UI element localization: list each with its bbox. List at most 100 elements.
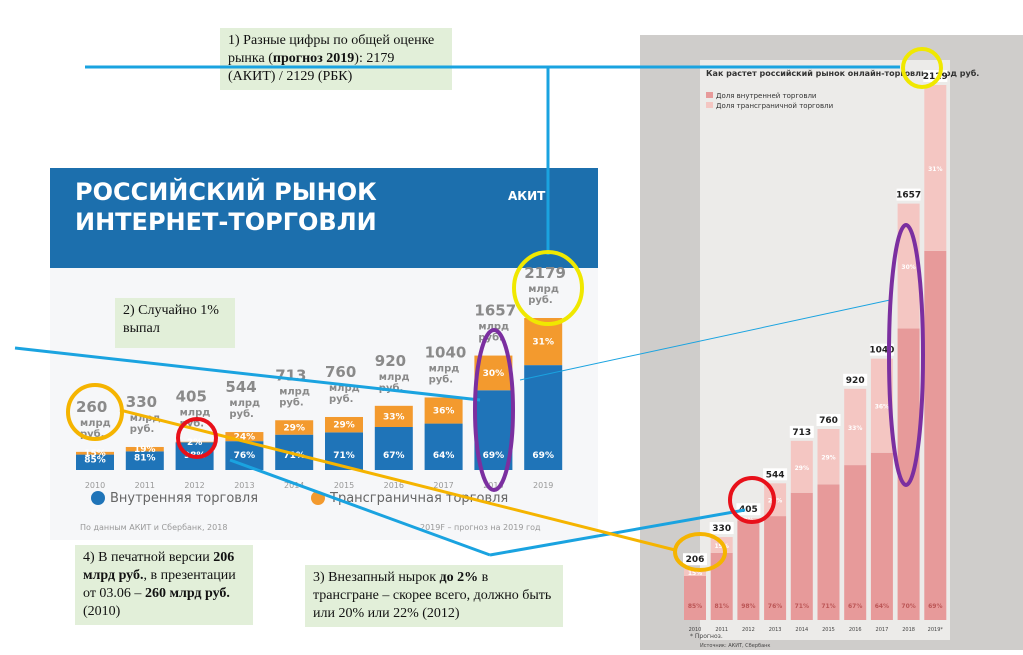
percent-label: 2%: [187, 438, 202, 448]
x-tick-label: 2010: [689, 627, 702, 633]
percent-label: 33%: [848, 425, 862, 432]
bar-segment: [684, 568, 706, 576]
percent-label: 29%: [795, 465, 809, 472]
percent-label: 69%: [928, 603, 942, 610]
percent-label: 30%: [483, 369, 505, 379]
legend-swatch: [706, 102, 713, 108]
x-tick-label: 2013: [769, 627, 782, 633]
bar-segment: [684, 575, 706, 620]
percent-label: 15%: [688, 570, 702, 577]
total-label: 1657: [474, 302, 516, 320]
bar-segment: [424, 423, 463, 470]
source: Источник: АКИТ, Сбербанк: [700, 643, 770, 649]
note-text: , в презентации от 03.06 –: [83, 568, 236, 601]
bar-segment: [374, 427, 413, 470]
bar-segment: [76, 454, 114, 470]
bar-segment: [790, 492, 813, 620]
percent-label: 36%: [875, 404, 889, 411]
percent-label: 67%: [848, 603, 862, 610]
x-tick-label: 2018: [902, 627, 915, 633]
infographic-header: [50, 168, 598, 268]
x-tick-label: 2015: [822, 627, 835, 633]
bar-segment: [844, 465, 867, 620]
percent-label: 70%: [901, 603, 915, 610]
total-label: 760: [819, 416, 838, 426]
percent-label: 19%: [134, 445, 156, 455]
bar-segment: [817, 484, 840, 620]
bar-segment: [76, 451, 114, 455]
percent-label: 30%: [901, 264, 915, 271]
percent-label: 85%: [688, 603, 702, 610]
note-text: 3) Внезапный нырок: [313, 570, 440, 585]
x-tick-label: 2019: [533, 481, 553, 490]
percent-label: 29%: [821, 455, 835, 462]
total-box: [896, 188, 921, 201]
x-tick-label: 2017: [876, 627, 889, 633]
legend-swatch: [311, 491, 325, 505]
bar-segment: [764, 516, 787, 620]
total-label: 330: [712, 524, 731, 534]
percent-label: 76%: [234, 451, 256, 461]
note-1: 1) Разные цифры по общей оценке рынка (п…: [220, 28, 452, 90]
note-text: 2) Случайно 1% выпал: [123, 303, 219, 336]
total-label: 1040: [869, 346, 894, 356]
total-label: 206: [686, 555, 705, 565]
percent-label: 98%: [184, 451, 206, 461]
x-tick-label: 2014: [284, 481, 304, 490]
x-tick-label: 2015: [334, 481, 354, 490]
percent-label: 69%: [532, 451, 554, 461]
x-tick-label: 2011: [135, 481, 155, 490]
note-text: ): 2179 (АКИТ) / 2129 (РБК): [228, 51, 395, 84]
note-4: 4) В печатной версии 206 млрд руб., в пр…: [75, 545, 253, 625]
total-label: 330: [126, 393, 157, 411]
legend-label: Доля внутренней торговли: [716, 92, 816, 100]
percent-label: 71%: [821, 603, 835, 610]
percent-label: 71%: [333, 451, 355, 461]
x-tick-label: 2017: [433, 481, 453, 490]
note-bold: 206 млрд руб.: [83, 550, 235, 583]
bar-segment: [924, 85, 947, 251]
percent-label: 31%: [532, 338, 554, 348]
note-text: в трансгране – скорее всего, должно быть…: [313, 570, 552, 621]
percent-label: 19%: [715, 543, 729, 550]
legend-label: Доля трансграничной торговли: [716, 102, 833, 110]
percent-label: 81%: [715, 603, 729, 610]
total-label: 544: [225, 378, 256, 396]
percent-label: 71%: [283, 451, 305, 461]
percent-label: 2%: [743, 517, 753, 524]
note-2: 2) Случайно 1% выпал: [115, 298, 235, 348]
footnote: 2019F – прогноз на 2019 год: [420, 523, 541, 532]
x-tick-label: 2019*: [928, 627, 944, 633]
percent-label: 64%: [875, 603, 889, 610]
legend-swatch: [91, 491, 105, 505]
total-label: 920: [375, 352, 406, 370]
total-label: 760: [325, 363, 356, 381]
total-label: 1657: [896, 191, 921, 201]
note-bold: 260 млрд руб.: [144, 586, 230, 601]
bar-segment: [897, 328, 920, 620]
total-label: 713: [792, 428, 811, 438]
x-tick-label: 2010: [85, 481, 105, 490]
infographic-title: РОССИЙСКИЙ РЫНОК ИНТЕРНЕТ-ТОРГОВЛИ: [75, 177, 377, 236]
percent-label: 85%: [84, 455, 106, 465]
total-label: 260: [76, 398, 107, 416]
x-tick-label: 2013: [234, 481, 254, 490]
total-box: [789, 425, 814, 438]
bar-segment: [870, 452, 893, 620]
percent-label: 98%: [741, 603, 755, 610]
percent-label: 69%: [483, 451, 505, 461]
total-label: 544: [766, 470, 785, 480]
percent-label: 81%: [134, 454, 156, 464]
note-text: (2010): [83, 604, 121, 619]
percent-label: 15%: [84, 449, 106, 459]
total-label: 2129: [923, 72, 948, 82]
bar-segment: [790, 440, 813, 493]
percent-label: 31%: [928, 166, 942, 173]
x-tick-label: 2016: [849, 627, 862, 633]
note-bold: прогноз 2019: [272, 51, 355, 66]
note-bold: до 2%: [439, 570, 479, 585]
total-label: 405: [739, 505, 758, 515]
note-text: 4) В печатной версии: [83, 550, 214, 565]
x-tick-label: 2016: [384, 481, 404, 490]
